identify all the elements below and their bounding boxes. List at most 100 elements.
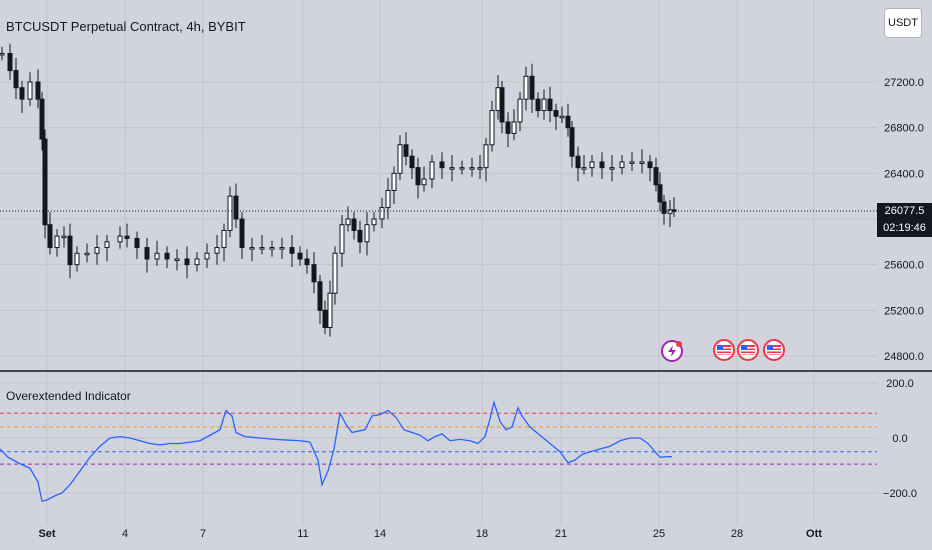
candle-body (639, 161, 645, 164)
candle-body (477, 167, 483, 170)
candle-body (227, 195, 233, 231)
candle-body (647, 161, 653, 169)
currency-button[interactable]: USDT (884, 8, 922, 38)
time-tick: 18 (476, 528, 488, 540)
candle-body (54, 235, 60, 249)
candle-body (661, 201, 667, 214)
price-tick: 25200.0 (884, 305, 924, 317)
candle-body (13, 70, 19, 89)
candle-body (154, 252, 160, 260)
candle-body (391, 172, 397, 191)
candle-body (233, 195, 239, 220)
candle-body (385, 189, 391, 209)
candle-body (269, 247, 275, 250)
candle-body (535, 98, 541, 112)
us-flag-icon[interactable] (737, 339, 759, 361)
candle-body (421, 178, 427, 186)
candle-body (94, 247, 100, 254)
time-tick: 14 (374, 528, 386, 540)
candlestick-series (0, 43, 677, 337)
candle-body (259, 247, 265, 250)
us-flag-icon[interactable] (763, 339, 785, 361)
lightning-icon[interactable] (661, 340, 683, 362)
candle-body (174, 258, 180, 261)
candle-body (61, 235, 67, 239)
grid-lines (0, 0, 877, 525)
candle-body (67, 235, 73, 266)
candle-body (84, 252, 90, 256)
candle-body (39, 98, 45, 140)
candle-body (304, 258, 310, 266)
candle-body (541, 98, 547, 112)
candle-body (511, 121, 517, 134)
indicator-tick: −200.0 (883, 488, 917, 500)
chart-title: BTCUSDT Perpetual Contract, 4h, BYBIT (6, 19, 246, 34)
candle-body (144, 247, 150, 260)
candle-body (495, 87, 501, 112)
price-tick: 24800.0 (884, 351, 924, 363)
candle-body (657, 184, 663, 203)
time-tick: 7 (200, 528, 206, 540)
candle-body (575, 155, 581, 169)
candle-body (204, 252, 210, 260)
candle-body (469, 167, 475, 170)
candle-body (517, 98, 523, 123)
candle-body (364, 224, 370, 243)
candle-body (184, 258, 190, 266)
indicator-line (0, 399, 672, 503)
indicator-tick: 0.0 (892, 433, 907, 445)
time-tick: 25 (653, 528, 665, 540)
candle-body (415, 167, 421, 186)
price-axis: 27200.0 26800.0 26400.0 25600.0 25200.0 24800… (884, 77, 924, 363)
candle-body (379, 207, 385, 220)
candle-body (74, 252, 80, 266)
indicator-axis: 200.0 0.0 −200.0 (883, 378, 917, 500)
candle-body (629, 161, 635, 164)
candle-body (409, 155, 415, 169)
candle-body (42, 138, 48, 226)
candle-body (194, 258, 200, 266)
candle-body (397, 144, 403, 174)
indicator-reference-lines (0, 412, 877, 465)
indicator-title: Overextended Indicator (6, 389, 131, 403)
price-tick: 26800.0 (884, 123, 924, 135)
candle-body (371, 218, 377, 226)
candle-body (0, 52, 5, 56)
candle-body (357, 229, 363, 243)
last-price-label: 26077.5 (877, 203, 932, 220)
candle-body (569, 127, 575, 157)
candle-body (547, 98, 553, 112)
candle-body (449, 167, 455, 170)
candle-body (317, 281, 323, 311)
candle-body (565, 115, 571, 129)
candle-body (653, 167, 659, 186)
candle-body (327, 292, 333, 328)
candle-body (403, 144, 409, 157)
candle-body (599, 161, 605, 169)
candle-body (589, 161, 595, 169)
candle-body (214, 247, 220, 254)
candle-body (439, 161, 445, 169)
candle-body (351, 218, 357, 231)
candle-body (332, 252, 338, 294)
bar-countdown: 02:19:46 (877, 220, 932, 237)
candle-body (459, 167, 465, 170)
candle-body (499, 87, 505, 123)
candle-body (134, 237, 140, 249)
candle-body (35, 81, 41, 100)
time-axis: Set 4 7 11 14 18 21 25 28 Ott (38, 528, 822, 540)
candle-body (609, 167, 615, 170)
candle-body (289, 247, 295, 254)
candle-body (7, 52, 13, 72)
candle-body (489, 110, 495, 146)
candle-body (483, 144, 489, 169)
candle-body (523, 75, 529, 100)
us-flag-icon[interactable] (713, 339, 735, 361)
candle-body (279, 247, 285, 250)
candle-body (104, 241, 110, 249)
candle-body (619, 161, 625, 169)
candle-body (559, 115, 565, 119)
candle-body (581, 167, 587, 170)
candle-body (297, 252, 303, 260)
